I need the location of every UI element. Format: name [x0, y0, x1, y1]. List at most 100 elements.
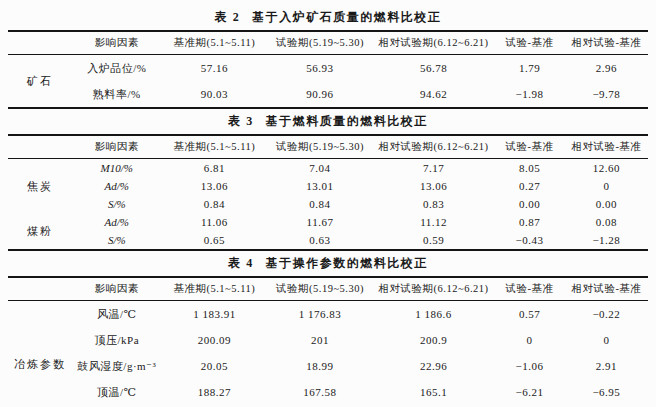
value-cell: 0.00 — [565, 195, 648, 213]
factor-cell: 入炉品位/% — [72, 55, 162, 82]
empty-header-cell — [8, 135, 72, 159]
header-cell: 试验-基准 — [494, 135, 564, 159]
factor-cell: S/% — [72, 231, 162, 250]
header-cell: 相对试验期(6.12~6.21) — [373, 277, 495, 301]
value-cell: 0.63 — [267, 231, 373, 250]
value-cell: 0.65 — [162, 231, 268, 250]
table-row: S/% 0.65 0.63 0.59 −0.43 −1.28 — [8, 231, 648, 250]
header-cell: 影响因素 — [72, 277, 162, 301]
value-cell: 6.81 — [162, 159, 268, 178]
value-cell: 56.78 — [373, 55, 495, 82]
value-cell: −9.78 — [565, 81, 648, 108]
header-cell: 相对试验期(6.12~6.21) — [373, 31, 495, 55]
value-cell: 1 176.83 — [267, 301, 373, 328]
table-2-number: 表 2 — [215, 10, 241, 24]
table-4-number: 表 4 — [228, 256, 254, 270]
value-cell: 165.1 — [373, 379, 495, 405]
header-cell: 相对试验-基准 — [565, 135, 648, 159]
value-cell: 94.62 — [373, 81, 495, 108]
header-row: 影响因素 基准期(5.1~5.11) 试验期(5.19~5.30) 相对试验期(… — [8, 31, 648, 55]
value-cell: 1.79 — [494, 55, 564, 82]
table-row: S/% 0.84 0.84 0.83 0.00 0.00 — [8, 195, 648, 213]
group-cell: 焦炭 — [8, 159, 72, 214]
value-cell: 90.96 — [267, 81, 373, 108]
value-cell: 200.9 — [373, 327, 495, 353]
value-cell: 2.96 — [565, 55, 648, 82]
value-cell: −0.22 — [565, 301, 648, 328]
value-cell: −6.21 — [494, 379, 564, 405]
header-cell: 试验期(5.19~5.30) — [267, 31, 373, 55]
table-row: 顶温/℃ 188.27 167.58 165.1 −6.21 −6.95 — [8, 379, 648, 405]
value-cell: 0 — [494, 327, 564, 353]
value-cell: 11.06 — [162, 213, 268, 231]
value-cell: 11.67 — [267, 213, 373, 231]
value-cell: 22.96 — [373, 353, 495, 379]
group-cell: 矿石 — [8, 55, 72, 109]
table-row: 煤粉 Ad/% 11.06 11.67 11.12 0.87 0.08 — [8, 213, 648, 231]
value-cell: 7.17 — [373, 159, 495, 178]
table-row: 顶压/kPa 200.09 201 200.9 0 0 — [8, 327, 648, 353]
table-3-caption: 表 3基于燃料质量的燃料比校正 — [8, 109, 648, 134]
factor-cell: 风温/℃ — [72, 301, 162, 328]
table-3: 影响因素 基准期(5.1~5.11) 试验期(5.19~5.30) 相对试验期(… — [8, 134, 648, 251]
table-row: Ad/% 13.06 13.01 13.06 0.27 0 — [8, 177, 648, 195]
table-2-caption: 表 2基于入炉矿石质量的燃料比校正 — [8, 5, 648, 30]
factor-cell: M10/% — [72, 159, 162, 178]
table-row: 熟料率/% 90.03 90.96 94.62 −1.98 −9.78 — [8, 81, 648, 108]
header-cell: 试验期(5.19~5.30) — [267, 135, 373, 159]
header-cell: 相对试验-基准 — [565, 277, 648, 301]
value-cell: 13.06 — [162, 177, 268, 195]
factor-cell: Ad/% — [72, 177, 162, 195]
value-cell: 167.58 — [267, 379, 373, 405]
table-row: 鼓风湿度/g·m⁻³ 20.05 18.99 22.96 −1.06 2.91 — [8, 353, 648, 379]
value-cell: 0.84 — [162, 195, 268, 213]
value-cell: −1.98 — [494, 81, 564, 108]
value-cell: 0.27 — [494, 177, 564, 195]
value-cell: 1 186.6 — [373, 301, 495, 328]
value-cell: 13.06 — [373, 177, 495, 195]
group-cell: 煤粉 — [8, 213, 72, 250]
header-cell: 基准期(5.1~5.11) — [162, 277, 268, 301]
value-cell: 0.83 — [373, 195, 495, 213]
value-cell: −1.06 — [494, 353, 564, 379]
value-cell: 0.59 — [373, 231, 495, 250]
value-cell: 0.84 — [267, 195, 373, 213]
factor-cell: S/% — [72, 195, 162, 213]
header-cell: 基准期(5.1~5.11) — [162, 31, 268, 55]
value-cell: 0 — [565, 327, 648, 353]
table-4-caption: 表 4基于操作参数的燃料比校正 — [8, 251, 648, 276]
table-3-title: 基于燃料质量的燃料比校正 — [266, 114, 428, 128]
header-cell: 影响因素 — [72, 31, 162, 55]
factor-cell: 顶压/kPa — [72, 327, 162, 353]
table-2: 影响因素 基准期(5.1~5.11) 试验期(5.19~5.30) 相对试验期(… — [8, 30, 648, 109]
value-cell: −0.43 — [494, 231, 564, 250]
header-cell: 相对试验-基准 — [565, 31, 648, 55]
value-cell: 7.04 — [267, 159, 373, 178]
value-cell: 18.99 — [267, 353, 373, 379]
header-cell: 试验期(5.19~5.30) — [267, 277, 373, 301]
value-cell: 2.91 — [565, 353, 648, 379]
value-cell: 200.09 — [162, 327, 268, 353]
factor-cell: 鼓风湿度/g·m⁻³ — [72, 353, 162, 379]
header-row: 影响因素 基准期(5.1~5.11) 试验期(5.19~5.30) 相对试验期(… — [8, 135, 648, 159]
value-cell: 1 183.91 — [162, 301, 268, 328]
paper-page: 表 2基于入炉矿石质量的燃料比校正 影响因素 基准期(5.1~5.11) 试验期… — [0, 0, 656, 407]
header-cell: 影响因素 — [72, 135, 162, 159]
value-cell: 11.12 — [373, 213, 495, 231]
header-cell: 试验-基准 — [494, 31, 564, 55]
header-cell: 试验-基准 — [494, 277, 564, 301]
value-cell: 0.08 — [565, 213, 648, 231]
table-row: 矿石 入炉品位/% 57.16 56.93 56.78 1.79 2.96 — [8, 55, 648, 82]
value-cell: 12.60 — [565, 159, 648, 178]
factor-cell: Ad/% — [72, 213, 162, 231]
factor-cell: 顶温/℃ — [72, 379, 162, 405]
header-cell: 相对试验期(6.12~6.21) — [373, 135, 495, 159]
value-cell: 90.03 — [162, 81, 268, 108]
value-cell: 0.00 — [494, 195, 564, 213]
table-4: 影响因素 基准期(5.1~5.11) 试验期(5.19~5.30) 相对试验期(… — [8, 276, 648, 407]
value-cell: 201 — [267, 327, 373, 353]
empty-header-cell — [8, 277, 72, 301]
value-cell: 188.27 — [162, 379, 268, 405]
table-row: 焦炭 M10/% 6.81 7.04 7.17 8.05 12.60 — [8, 159, 648, 178]
value-cell: 8.05 — [494, 159, 564, 178]
